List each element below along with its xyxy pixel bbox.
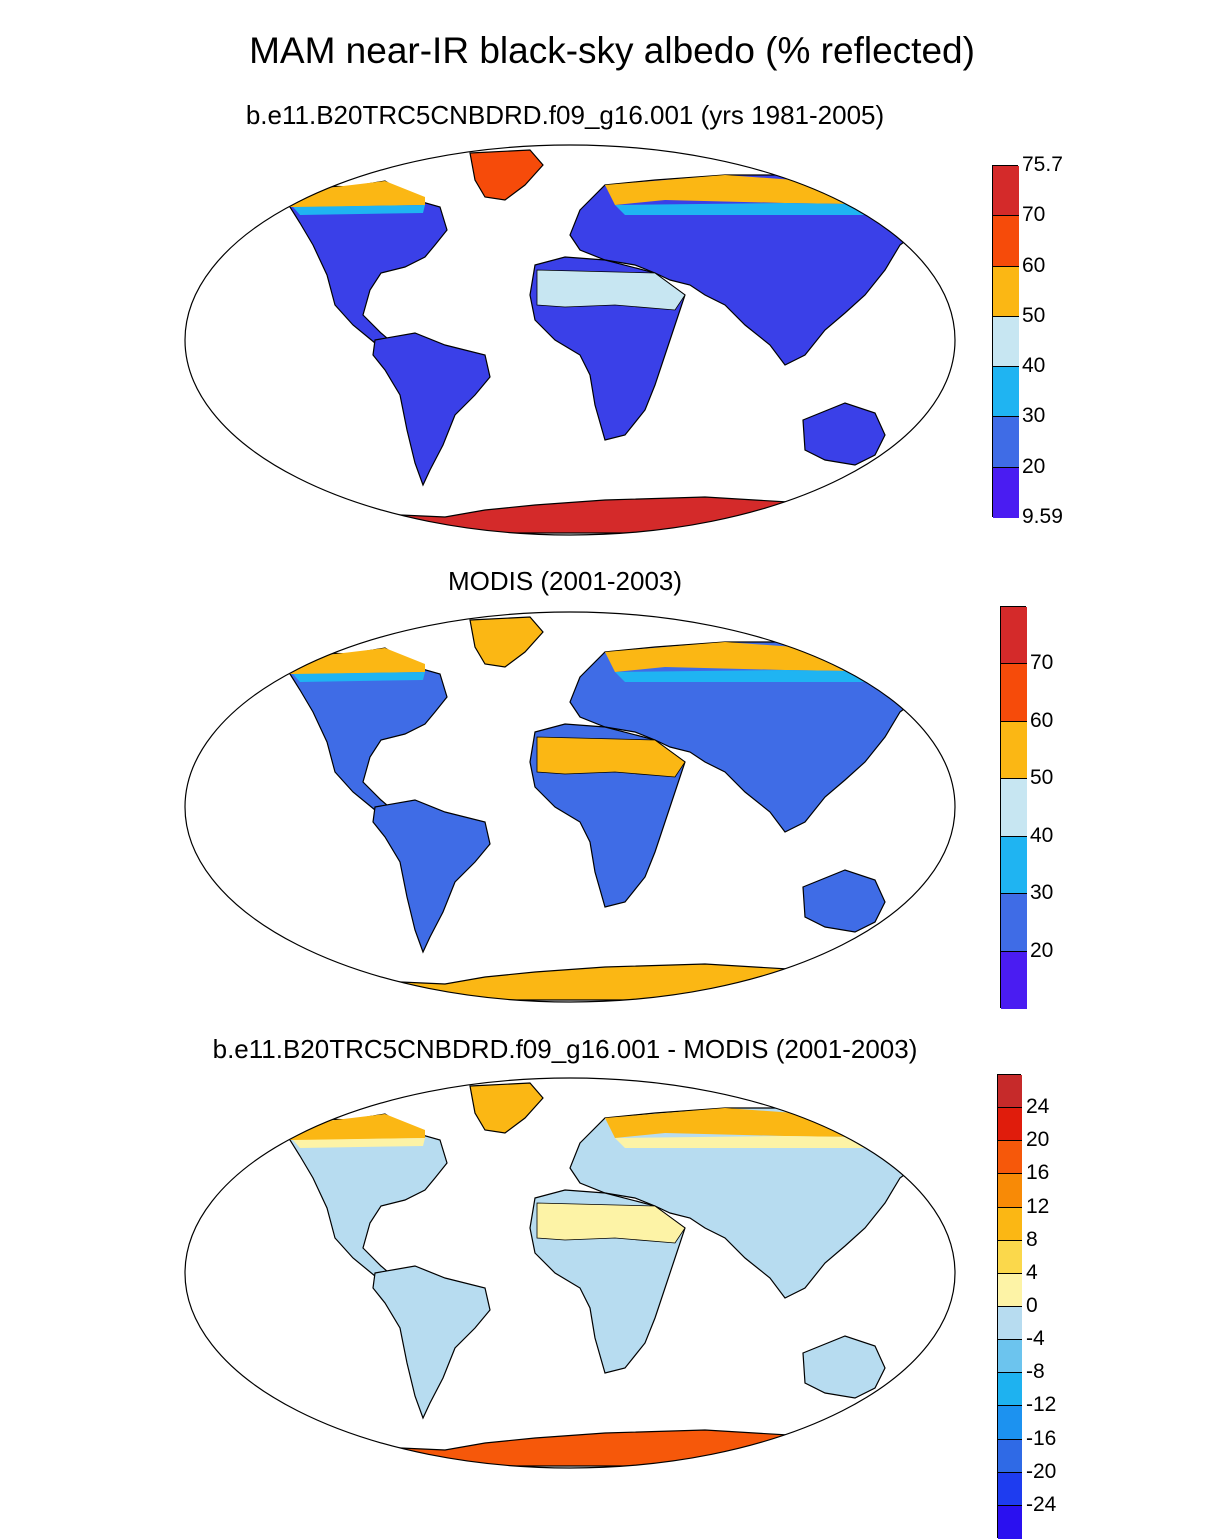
land-greenland [469, 616, 544, 668]
main-title: MAM near-IR black-sky albedo (% reflecte… [249, 30, 975, 71]
colorbar-swatch [998, 1307, 1022, 1341]
colorbar-swatch [1001, 607, 1027, 665]
colorbar-swatch [998, 1174, 1022, 1208]
sahara-desert [536, 1202, 686, 1244]
northern-snow-band [285, 1108, 915, 1140]
sahara-desert [536, 736, 686, 778]
sahara-desert [536, 269, 686, 311]
colorbar-swatch [998, 1240, 1022, 1274]
panel-3-title: b.e11.B20TRC5CNBDRD.f09_g16.001 - MODIS … [212, 1034, 918, 1064]
colorbar-tick-label: 40 [1030, 823, 1054, 847]
colorbar-tick-label: -20 [1026, 1459, 1057, 1483]
map-outline [184, 611, 956, 1003]
colorbar-swatch [998, 1141, 1022, 1175]
panel-1-title: b.e11.B20TRC5CNBDRD.f09_g16.001 (yrs 198… [245, 100, 885, 130]
map-panel-3 [184, 1077, 956, 1469]
map-outline [184, 1077, 956, 1469]
colorbar-tick-label: 75.7 [1022, 153, 1063, 176]
colorbar-tick-label: 50 [1030, 766, 1054, 790]
subarctic-band [293, 670, 915, 682]
colorbar-tick-label: -24 [1026, 1492, 1057, 1516]
colorbar-swatch [1001, 721, 1027, 780]
colorbar-tick-label: 4 [1026, 1260, 1038, 1284]
colorbar-swatch [998, 1406, 1022, 1440]
colorbar-swatch [993, 216, 1019, 267]
land-greenland [469, 1082, 544, 1134]
colorbar-swatch [993, 467, 1019, 518]
colorbar-swatch [993, 417, 1019, 468]
colorbar-tick-label: 30 [1030, 881, 1054, 905]
colorbar-tick-label: 60 [1022, 253, 1046, 277]
colorbar-panel-3 [997, 1074, 1022, 1539]
colorbar-tick-label: 60 [1030, 708, 1054, 732]
land-australia [802, 402, 886, 466]
colorbar-swatch [998, 1373, 1022, 1407]
colorbar-swatch [998, 1505, 1022, 1539]
colorbar-swatch [998, 1439, 1022, 1473]
map-outline [184, 144, 956, 536]
panel-2-title: MODIS (2001-2003) [447, 566, 683, 596]
land-south-america [372, 1265, 491, 1420]
map-panel-1 [184, 144, 956, 536]
colorbar-tick-label: 12 [1026, 1194, 1050, 1218]
colorbar-tick-label: 24 [1026, 1095, 1050, 1119]
colorbar-tick-label: -4 [1026, 1327, 1045, 1351]
colorbar-swatch [998, 1108, 1022, 1142]
land-greenland [469, 149, 544, 201]
colorbar-swatch [998, 1075, 1022, 1109]
land-south-america [372, 799, 491, 954]
subarctic-band [293, 203, 915, 215]
colorbar-swatch [998, 1340, 1022, 1374]
colorbar-tick-label: 40 [1022, 354, 1046, 378]
colorbar-swatch [993, 266, 1019, 317]
map-panel-2 [184, 611, 956, 1003]
colorbar-tick-label: 16 [1026, 1161, 1050, 1185]
northern-snow-band [285, 175, 915, 207]
colorbar-swatch [1001, 894, 1027, 952]
colorbar-swatch [1001, 836, 1027, 895]
colorbar-swatch [993, 316, 1019, 368]
colorbar-swatch [998, 1472, 1022, 1506]
colorbar-swatch [1001, 779, 1027, 837]
subarctic-band [293, 1136, 915, 1148]
map-layer [184, 144, 956, 1469]
colorbar-tick-label: 8 [1026, 1227, 1038, 1251]
colorbar-swatch [1001, 951, 1027, 1009]
colorbar-swatch [998, 1207, 1022, 1241]
land-antarctica [314, 963, 847, 1001]
colorbar-panel-2 [1000, 606, 1027, 1009]
colorbar-tick-label: 0 [1026, 1294, 1038, 1317]
land-south-america [372, 332, 491, 487]
colorbar-panel-1 [992, 165, 1019, 518]
colorbar-tick-label: 20 [1022, 454, 1046, 478]
colorbar-tick-label: 30 [1022, 404, 1046, 428]
colorbar-tick-label: 20 [1030, 938, 1054, 962]
colorbar-tick-label: 50 [1022, 303, 1046, 327]
colorbar-swatch [993, 166, 1019, 217]
colorbar-tick-label: 70 [1030, 651, 1054, 675]
colorbar-tick-label: -8 [1026, 1360, 1045, 1384]
northern-snow-band [285, 642, 915, 674]
colorbar-swatch [1001, 664, 1027, 722]
colorbar-tick-label: 70 [1022, 203, 1046, 227]
land-australia [802, 869, 886, 933]
land-antarctica [314, 496, 847, 534]
colorbar-tick-label: 20 [1026, 1128, 1050, 1152]
colorbar-tick-label: 9.59 [1022, 505, 1063, 528]
colorbar-tick-label: -16 [1026, 1426, 1057, 1450]
land-australia [802, 1335, 886, 1399]
colorbar-tick-label: -12 [1026, 1393, 1057, 1417]
colorbar-swatch [993, 367, 1019, 418]
land-antarctica [314, 1429, 847, 1467]
colorbar-swatch [998, 1273, 1022, 1307]
